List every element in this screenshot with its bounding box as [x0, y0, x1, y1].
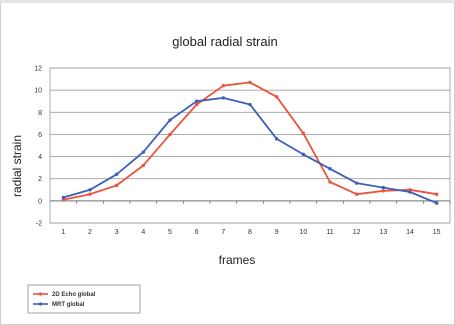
legend-label: 2D Echo global	[52, 292, 96, 298]
data-point	[434, 201, 439, 205]
plot-area	[49, 67, 451, 224]
data-point	[114, 172, 119, 176]
data-point	[221, 84, 226, 88]
x-tick-label: 9	[275, 229, 279, 236]
data-point	[248, 80, 252, 85]
legend-marker	[38, 302, 43, 306]
x-tick-label: 7	[221, 229, 225, 236]
x-axis-label: frames	[219, 253, 256, 267]
data-point	[168, 132, 172, 137]
legend-marker	[38, 292, 43, 296]
y-tick-label: 8	[38, 110, 42, 117]
x-tick-label: 4	[141, 229, 145, 236]
y-tick-label: 10	[34, 88, 42, 95]
data-point	[328, 167, 332, 171]
legend-label: MRT global	[52, 302, 85, 308]
y-axis-label: radial strain	[10, 135, 24, 197]
x-tick-label: 10	[299, 229, 307, 236]
x-tick-label: 15	[433, 229, 441, 236]
data-point	[168, 118, 172, 122]
chart-title: global radial strain	[172, 34, 278, 49]
data-point	[114, 183, 119, 188]
data-point	[221, 96, 226, 100]
data-point	[354, 181, 359, 185]
data-point	[248, 102, 252, 107]
x-tick-label: 2	[88, 229, 92, 236]
x-tick-label: 13	[379, 229, 387, 236]
data-point	[194, 102, 199, 107]
data-point	[354, 192, 359, 196]
data-point	[61, 195, 66, 200]
data-point	[301, 131, 306, 136]
y-tick-label: 0	[38, 198, 42, 205]
data-point	[274, 137, 279, 141]
x-tick-label: 1	[61, 229, 65, 236]
data-point	[141, 163, 146, 168]
y-tick-label: 2	[38, 176, 42, 183]
data-point	[141, 150, 146, 154]
data-point	[301, 152, 306, 157]
legend-box	[27, 284, 141, 314]
x-tick-label: 11	[326, 229, 333, 236]
data-point	[408, 190, 412, 194]
x-tick-label: 8	[248, 229, 252, 236]
y-tick-label: -2	[36, 221, 42, 228]
data-point	[434, 192, 439, 196]
data-point	[381, 185, 386, 190]
data-point	[328, 180, 332, 184]
data-point	[381, 189, 386, 193]
x-tick-label: 5	[168, 229, 172, 236]
top-strip	[0, 0, 455, 3]
data-point	[194, 99, 199, 103]
data-point	[88, 188, 92, 192]
x-tick-label: 14	[406, 229, 414, 236]
data-point	[274, 95, 279, 99]
x-tick-label: 12	[353, 229, 361, 236]
y-tick-label: 6	[38, 132, 42, 139]
y-tick-label: 4	[38, 154, 42, 161]
y-tick-label: 12	[34, 66, 42, 73]
x-tick-label: 6	[195, 229, 199, 236]
x-tick-label: 3	[115, 229, 119, 236]
data-point	[88, 192, 92, 196]
